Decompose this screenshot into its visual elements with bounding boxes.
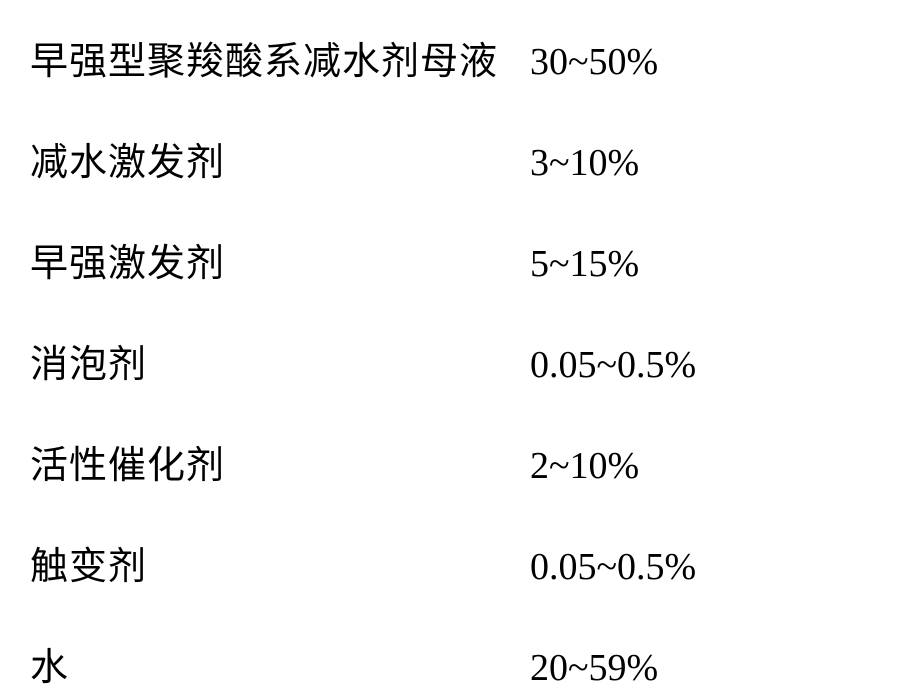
ingredient-label: 活性催化剂 — [30, 434, 530, 489]
ingredient-label: 触变剂 — [30, 535, 530, 590]
table-row: 减水激发剂 3~10% — [30, 131, 880, 186]
ingredient-label: 减水激发剂 — [30, 131, 530, 186]
ingredient-label: 水 — [30, 636, 530, 691]
table-row: 消泡剂 0.05~0.5% — [30, 333, 880, 388]
table-row: 活性催化剂 2~10% — [30, 434, 880, 489]
percentage-value: 20~59% — [530, 646, 658, 690]
composition-table: 早强型聚羧酸系减水剂母液 30~50% 减水激发剂 3~10% 早强激发剂 5~… — [30, 20, 880, 691]
percentage-value: 3~10% — [530, 141, 639, 185]
ingredient-label: 早强激发剂 — [30, 232, 530, 287]
table-row: 早强激发剂 5~15% — [30, 232, 880, 287]
percentage-value: 30~50% — [530, 40, 658, 84]
percentage-value: 0.05~0.5% — [530, 343, 696, 387]
percentage-value: 2~10% — [530, 444, 639, 488]
percentage-value: 5~15% — [530, 242, 639, 286]
percentage-value: 0.05~0.5% — [530, 545, 696, 589]
table-row: 触变剂 0.05~0.5% — [30, 535, 880, 590]
ingredient-label: 早强型聚羧酸系减水剂母液 — [30, 30, 530, 85]
table-row: 水 20~59% — [30, 636, 880, 691]
table-row: 早强型聚羧酸系减水剂母液 30~50% — [30, 30, 880, 85]
ingredient-label: 消泡剂 — [30, 333, 530, 388]
